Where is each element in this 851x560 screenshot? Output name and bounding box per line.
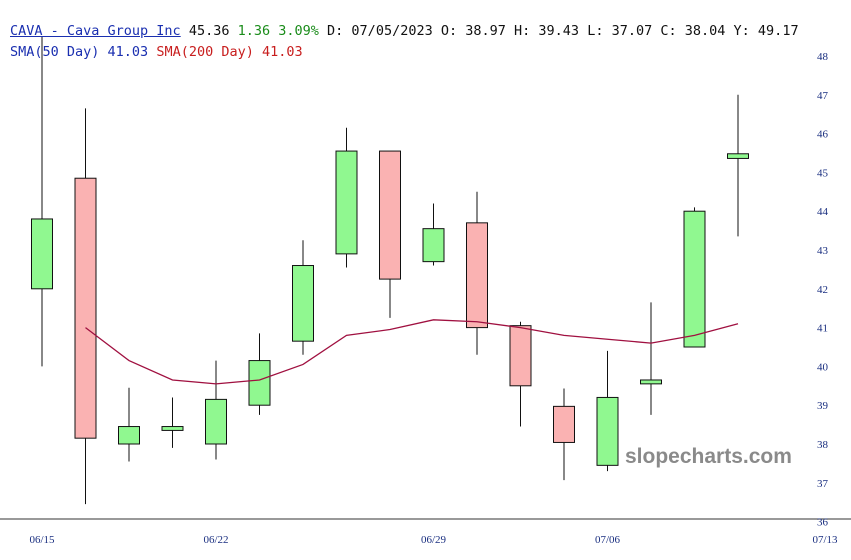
candle-body bbox=[161, 426, 184, 431]
y-tick-label: 42 bbox=[817, 284, 828, 296]
sma50-label: SMA(50 Day) bbox=[10, 44, 100, 60]
candle bbox=[205, 360, 227, 460]
y-tick-label: 44 bbox=[817, 206, 829, 218]
low-value: L: 37.07 bbox=[587, 23, 653, 39]
x-tick-label: 07/13 bbox=[812, 534, 838, 546]
candle bbox=[292, 240, 314, 355]
sma200-value: 41.03 bbox=[262, 44, 303, 60]
y-tick-label: 45 bbox=[817, 167, 829, 179]
year-value: Y: 49.17 bbox=[733, 23, 799, 39]
header-line: CAVA - Cava Group Inc 45.36 1.36 3.09% D… bbox=[10, 23, 799, 39]
y-tick-label: 41 bbox=[817, 323, 828, 335]
candle bbox=[379, 150, 401, 318]
change-value: 1.36 bbox=[237, 23, 271, 39]
candle bbox=[118, 387, 140, 462]
candle bbox=[466, 191, 488, 355]
date-value: D: 07/05/2023 bbox=[327, 23, 433, 39]
y-tick-label: 40 bbox=[817, 361, 829, 373]
candle bbox=[248, 333, 271, 415]
candle bbox=[596, 350, 619, 472]
price-value: 45.36 bbox=[188, 23, 230, 39]
x-tick-label: 06/15 bbox=[29, 534, 55, 546]
candle bbox=[553, 388, 575, 481]
sma200-label: SMA(200 Day) bbox=[156, 44, 254, 60]
y-tick-label: 48 bbox=[817, 51, 829, 63]
candle bbox=[31, 36, 53, 367]
candle-body bbox=[422, 228, 445, 263]
change-percent: 3.09% bbox=[278, 23, 319, 39]
watermark: slopecharts.com bbox=[625, 445, 792, 468]
y-tick-label: 36 bbox=[817, 517, 829, 529]
candle bbox=[161, 397, 184, 448]
candle-body bbox=[248, 360, 271, 406]
candle-body bbox=[683, 210, 706, 348]
candle-body bbox=[74, 177, 97, 439]
candle bbox=[640, 302, 662, 415]
candle bbox=[422, 203, 445, 266]
candle-body bbox=[640, 379, 662, 385]
high-value: H: 39.43 bbox=[514, 23, 580, 39]
x-tick-label: 06/22 bbox=[203, 534, 228, 546]
candle-body bbox=[335, 150, 358, 255]
candle-body bbox=[727, 153, 749, 159]
candle-body bbox=[466, 222, 488, 329]
open-value: O: 38.97 bbox=[440, 23, 506, 39]
y-axis-ticks: 36 37 38 39 40 41 42 43 44 45 46 47 48 bbox=[817, 51, 829, 529]
ticker-link[interactable]: CAVA - Cava Group Inc bbox=[10, 23, 181, 39]
y-tick-label: 47 bbox=[817, 90, 829, 102]
y-tick-label: 43 bbox=[817, 245, 829, 257]
x-tick-label: 07/06 bbox=[595, 534, 621, 546]
candle-body bbox=[509, 325, 532, 387]
y-tick-label: 46 bbox=[817, 129, 829, 141]
candles-group bbox=[31, 36, 749, 505]
candle-body bbox=[596, 396, 619, 466]
candle bbox=[683, 207, 706, 348]
x-axis-ticks: 06/15 06/22 06/29 07/06 07/13 bbox=[29, 534, 838, 546]
candle bbox=[727, 94, 749, 237]
sma-legend: SMA(50 Day) 41.03 SMA(200 Day) 41.03 bbox=[10, 44, 303, 60]
close-value: C: 38.04 bbox=[660, 23, 726, 39]
sma-line bbox=[85, 319, 739, 385]
candle-body bbox=[118, 426, 140, 445]
candle-body bbox=[205, 398, 227, 445]
candle bbox=[74, 108, 97, 505]
candle-body bbox=[553, 405, 575, 443]
x-tick-label: 06/29 bbox=[421, 534, 447, 546]
candle bbox=[335, 127, 358, 268]
candle-body bbox=[379, 150, 401, 280]
y-tick-label: 38 bbox=[817, 439, 829, 451]
candle-body bbox=[31, 218, 53, 290]
candle bbox=[509, 321, 532, 427]
sma50-value: 41.03 bbox=[107, 44, 149, 60]
y-tick-label: 39 bbox=[817, 400, 829, 412]
candle-body bbox=[292, 265, 314, 342]
y-tick-label: 37 bbox=[817, 478, 829, 490]
